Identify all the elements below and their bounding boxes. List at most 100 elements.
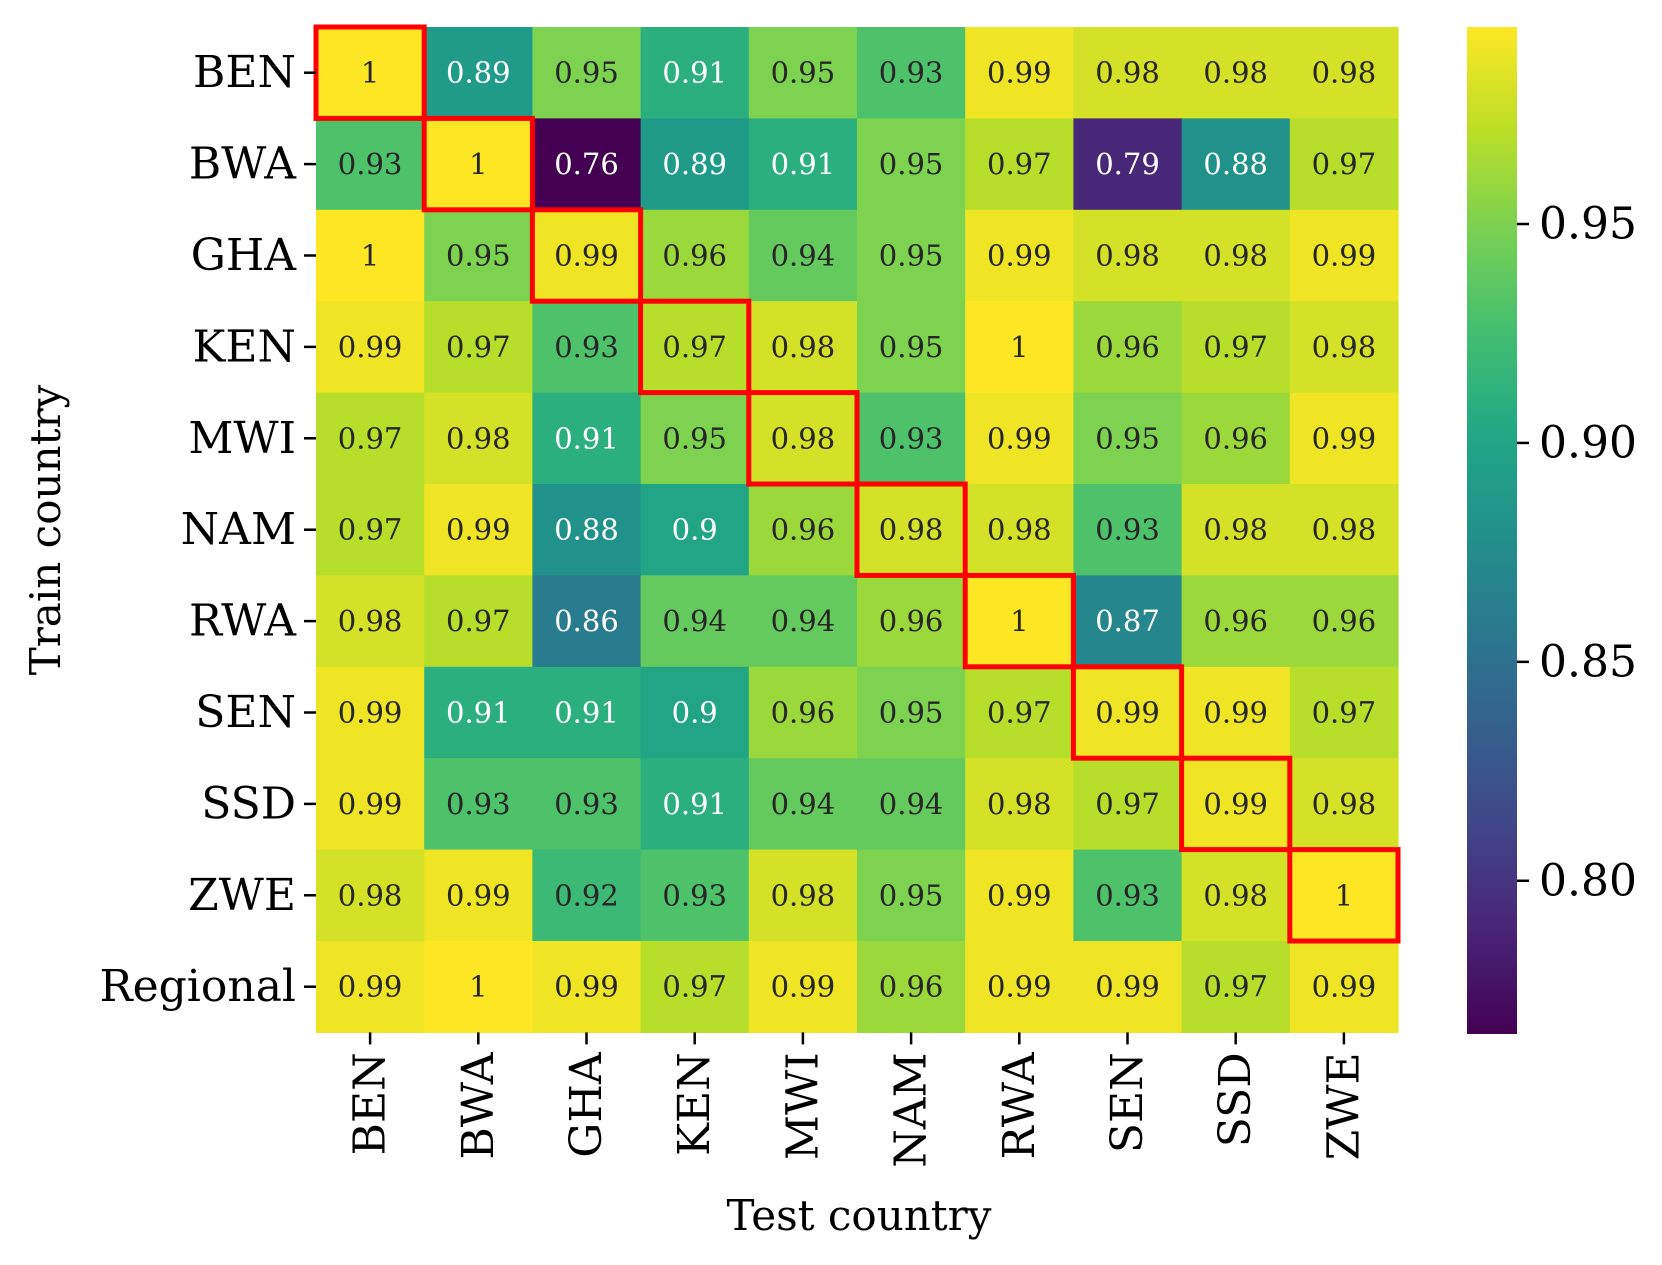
cell-value-label: 0.97 <box>1312 696 1377 730</box>
cell-value-label: 0.99 <box>554 239 619 273</box>
cell-ben-mwi <box>748 27 858 119</box>
cell-regional-zwe <box>1289 941 1399 1033</box>
cell-value-label: 0.95 <box>446 239 511 273</box>
cell-value-label: 0.95 <box>879 239 944 273</box>
cell-ssd-ssd <box>1181 758 1291 851</box>
cell-value-label: 0.93 <box>446 787 511 821</box>
cell-value-label: 0.94 <box>879 787 944 821</box>
cell-value-label: 0.93 <box>879 421 944 455</box>
cell-rwa-zwe <box>1289 575 1399 668</box>
cell-value-label: 0.94 <box>771 604 836 638</box>
cell-value-label: 0.95 <box>879 147 944 181</box>
cell-value-label: 0.97 <box>446 330 511 364</box>
cell-gha-nam <box>857 209 966 302</box>
cell-zwe-rwa <box>965 849 1074 942</box>
cell-value-label: 0.97 <box>338 421 403 455</box>
cell-value-label: 0.88 <box>1203 147 1268 181</box>
cell-value-label: 0.96 <box>771 513 836 547</box>
cell-ssd-ben <box>316 758 425 851</box>
cell-value-label: 0.95 <box>879 878 944 912</box>
cell-value-label: 0.93 <box>879 56 944 90</box>
cell-value-label: 0.97 <box>987 147 1052 181</box>
cell-rwa-bwa <box>424 575 533 668</box>
cell-ssd-gha <box>532 758 642 851</box>
cell-regional-sen <box>1073 941 1183 1033</box>
cell-value-label: 0.93 <box>1095 513 1160 547</box>
cell-value-label: 0.91 <box>771 147 836 181</box>
cell-value-label: 0.98 <box>987 787 1052 821</box>
cell-bwa-bwa <box>424 118 533 211</box>
cell-bwa-sen <box>1073 118 1183 211</box>
cell-value-label: 1 <box>469 147 487 181</box>
colorbar: 0.95 0.90 0.85 0.80 <box>1467 27 1637 1034</box>
cell-ben-ssd <box>1181 27 1291 119</box>
cell-sen-sen <box>1073 666 1183 759</box>
cell-sen-mwi <box>748 666 858 759</box>
cell-value-label: 0.89 <box>446 56 511 90</box>
cell-regional-ken <box>640 941 750 1033</box>
cell-ssd-ken <box>640 758 750 851</box>
cell-value-label: 0.97 <box>1312 147 1377 181</box>
y-tick-label: SEN <box>195 687 296 738</box>
cell-value-label: 0.99 <box>338 330 403 364</box>
cell-ken-bwa <box>424 301 533 394</box>
cell-value-label: 0.99 <box>1312 421 1377 455</box>
cell-value-label: 1 <box>361 239 379 273</box>
cell-ssd-zwe <box>1289 758 1399 851</box>
cell-value-label: 0.96 <box>1312 604 1377 638</box>
cell-mwi-mwi <box>748 392 858 485</box>
cell-nam-sen <box>1073 484 1183 576</box>
cell-value-label: 0.99 <box>987 970 1052 1004</box>
cell-value-label: 0.98 <box>446 421 511 455</box>
cell-bwa-ken <box>640 118 750 211</box>
cell-value-label: 0.94 <box>662 604 727 638</box>
cell-value-label: 0.98 <box>1203 513 1268 547</box>
cell-bwa-ssd <box>1181 118 1291 211</box>
cell-gha-gha <box>532 209 642 302</box>
cell-ben-sen <box>1073 27 1183 119</box>
cell-value-label: 0.97 <box>987 696 1052 730</box>
cell-gha-ken <box>640 209 750 302</box>
cell-value-label: 0.99 <box>1095 696 1160 730</box>
colorbar-tick-label: 0.95 <box>1539 199 1637 250</box>
cell-regional-rwa <box>965 941 1074 1033</box>
cell-mwi-bwa <box>424 392 533 485</box>
cell-zwe-nam <box>857 849 966 942</box>
cell-value-label: 0.87 <box>1095 604 1160 638</box>
cell-nam-ssd <box>1181 484 1291 576</box>
cell-value-label: 0.98 <box>1203 878 1268 912</box>
diagonal-highlight-box <box>1287 847 1401 944</box>
cell-value-label: 1 <box>361 56 379 90</box>
cell-nam-ben <box>316 484 425 576</box>
cell-sen-ssd <box>1181 666 1291 759</box>
cell-ken-sen <box>1073 301 1183 394</box>
cell-value-label: 0.95 <box>879 696 944 730</box>
cell-ssd-rwa <box>965 758 1074 851</box>
cell-value-label: 0.98 <box>1203 239 1268 273</box>
cell-value-label: 0.99 <box>338 787 403 821</box>
diagonal-highlight-box <box>421 115 535 213</box>
cell-bwa-mwi <box>748 118 858 211</box>
y-tick-label: RWA <box>189 596 297 647</box>
x-tick-label: SSD <box>1210 1052 1261 1147</box>
cell-value-label: 0.99 <box>987 878 1052 912</box>
cell-value-label: 0.93 <box>1095 878 1160 912</box>
cell-gha-zwe <box>1289 209 1399 302</box>
colorbar-gradient <box>1467 27 1517 1034</box>
cell-ken-ssd <box>1181 301 1291 394</box>
cell-nam-nam <box>857 484 966 576</box>
cell-sen-bwa <box>424 666 533 759</box>
cell-value-label: 0.99 <box>1203 787 1268 821</box>
cell-value-label: 0.93 <box>554 787 619 821</box>
cell-value-label: 0.97 <box>446 604 511 638</box>
cell-value-label: 0.76 <box>554 147 619 181</box>
cell-gha-ben <box>316 209 425 302</box>
x-tick-label: ZWE <box>1318 1052 1369 1160</box>
cell-value-label: 1 <box>1335 878 1353 912</box>
y-axis-ticks: BEN BWA GHA KEN MWI NAM RWA SEN SSD ZWE Regional <box>99 47 316 1012</box>
cell-regional-bwa <box>424 941 533 1033</box>
cell-ken-mwi <box>748 301 858 394</box>
colorbar-tick-label: 0.80 <box>1539 855 1637 906</box>
cell-value-label: 0.97 <box>338 513 403 547</box>
cell-value-label: 0.98 <box>771 421 836 455</box>
